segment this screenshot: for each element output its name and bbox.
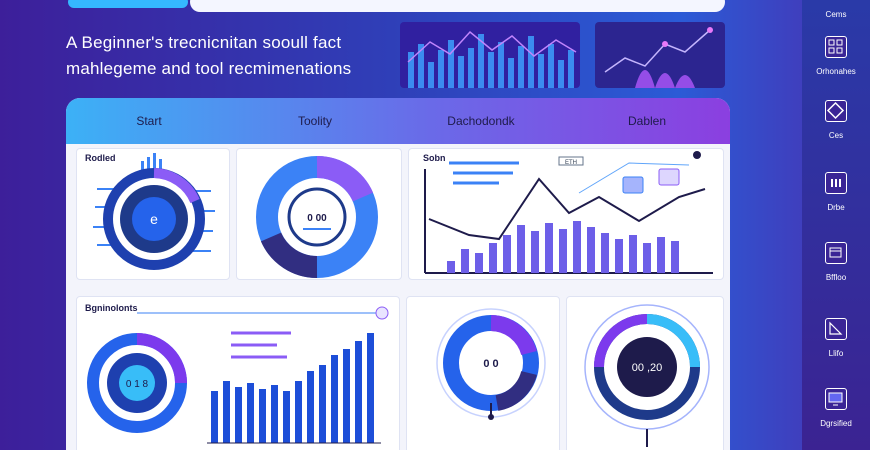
triangle-icon <box>825 318 847 340</box>
sidebar-item-label: Orhonahes <box>816 67 856 76</box>
sidebar-item-cems[interactable]: Cems <box>802 6 870 19</box>
grid-icon <box>825 36 847 58</box>
sidebar-item-label: Bffloo <box>825 273 847 282</box>
sidebar-item-label: Cems <box>825 10 847 19</box>
sidebar-item-llifo[interactable]: Llifo <box>802 318 870 358</box>
combo-chart-card: Sobn ETH <box>408 148 724 280</box>
dial-gauge: 00 ,20 <box>584 304 710 447</box>
donut-chart: 0 00 <box>256 155 378 279</box>
tab-bar: Start Toolity Dachodondk Dablen <box>66 98 730 144</box>
window-icon <box>825 242 847 264</box>
sidebar-item-ces[interactable]: Ces <box>802 100 870 140</box>
radial-gauge-card: Rodled e <box>76 148 230 280</box>
heading-line-1: A Beginner's trecnicnitan sooull fact <box>66 33 342 52</box>
sidebar-item-bffloo[interactable]: Bffloo <box>802 242 870 282</box>
dial-readout: 00 ,20 <box>632 362 663 374</box>
sidebar-item-label: Ces <box>828 131 844 140</box>
radial-gauge: e <box>93 153 215 270</box>
sidebar-item-orhonahes[interactable]: Orhonahes <box>802 36 870 76</box>
radial-donut: 0 0 <box>436 308 546 420</box>
tab-dablen[interactable]: Dablen <box>627 114 667 128</box>
sidebar-item-label: Drbe <box>827 203 845 212</box>
tab-toolity[interactable]: Toolity <box>297 114 332 128</box>
logo-bar <box>68 0 188 8</box>
donut-readout: 0 0 <box>483 358 498 370</box>
sidebar-item-dgrsified[interactable]: Dgrsified <box>802 388 870 428</box>
page-heading: A Beginner's trecnicnitan sooull fact ma… <box>66 30 426 82</box>
tab-dachodondk[interactable]: Dachodondk <box>447 114 515 128</box>
heading-line-2: mahlegeme and tool recmimenations <box>66 59 352 78</box>
database-icon <box>825 172 847 194</box>
gauge-center-text: e <box>150 211 158 227</box>
sidebar-item-drbe[interactable]: Drbe <box>802 172 870 212</box>
radial-donut-card: 0 0 <box>406 296 560 450</box>
monitor-icon <box>825 388 847 410</box>
search-bar[interactable] <box>190 0 725 12</box>
dial-gauge-card: 00 ,20 <box>566 296 724 450</box>
combo-badge: ETH <box>565 160 577 166</box>
bar-gauge-chart: 0 1 8 <box>87 306 389 444</box>
header-bar-chart-thumbnail <box>400 22 580 88</box>
card-label: Rodled <box>85 153 116 163</box>
gauge-readout: 0 1 8 <box>126 379 149 390</box>
donut-center-readout: 0 00 <box>307 213 327 224</box>
diamond-icon <box>825 100 847 122</box>
combo-chart: ETH <box>424 151 713 274</box>
card-label: Bgninolonts <box>85 303 138 313</box>
sidebar-item-label: Llifo <box>828 349 844 358</box>
bar-gauge-card: Bgninolonts 0 1 8 <box>76 296 400 450</box>
dashboard-panel: Start Toolity Dachodondk Dablen Rodled e <box>66 98 730 450</box>
card-label: Sobn <box>423 153 446 163</box>
sidebar-item-label: Dgrsified <box>820 419 852 428</box>
sidebar: Cems Orhonahes Ces Drbe Bffloo Llifo Dgr… <box>802 0 870 450</box>
header-line-chart-thumbnail <box>595 22 725 88</box>
donut-chart-card: 0 00 <box>236 148 402 280</box>
tab-start[interactable]: Start <box>136 114 162 128</box>
